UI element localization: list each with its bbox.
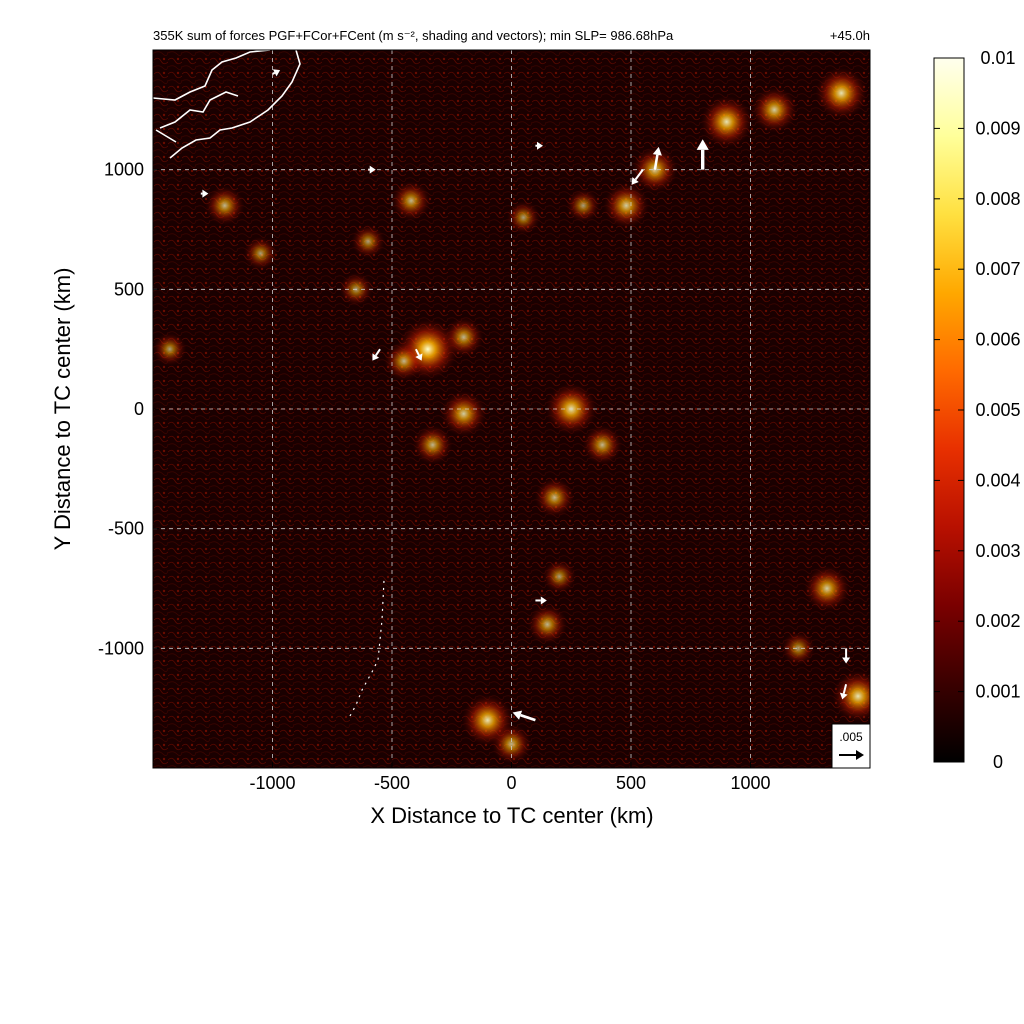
y-axis-ticks: -1000 -500 0 500 1000 — [98, 160, 159, 658]
heatmap-hotspot — [781, 631, 816, 666]
heatmap-hotspot — [491, 724, 532, 765]
heatmap-hotspot — [443, 317, 484, 358]
island-chain — [349, 579, 385, 717]
colorbar-tick-label: 0 — [993, 752, 1003, 772]
heatmap-hotspot — [542, 559, 577, 594]
force-vector-arrow — [200, 189, 209, 198]
force-vector-arrow — [372, 348, 381, 361]
time-label: +45.0h — [830, 28, 870, 43]
colorbar-tick-label: 0.01 — [980, 48, 1015, 68]
heatmap-hotspot — [803, 565, 850, 612]
x-tick-label: 0 — [506, 773, 516, 793]
y-axis-label: Y Distance to TC center (km) — [50, 268, 75, 551]
heatmap-hotspot — [440, 390, 487, 437]
y-tick-label: 0 — [134, 399, 144, 419]
coastline — [153, 50, 385, 717]
heatmap-hotspot — [582, 424, 623, 465]
x-tick-label: 500 — [616, 773, 646, 793]
heatmap-hotspots — [153, 67, 870, 765]
y-tick-label: 500 — [114, 279, 144, 299]
heatmap-hotspot — [383, 341, 424, 382]
force-vector-arrow — [631, 169, 644, 185]
y-tick-label: 1000 — [104, 160, 144, 180]
colorbar-tick-label: 0.003 — [975, 541, 1020, 561]
force-vector-arrow — [652, 146, 662, 170]
colorbar-tick-label: 0.001 — [975, 682, 1020, 702]
force-vector-arrow — [368, 165, 376, 174]
heatmap-hotspot — [391, 180, 432, 221]
force-vector-arrow — [272, 69, 281, 77]
x-tick-label: 1000 — [730, 773, 770, 793]
reference-vector-frame — [831, 723, 871, 769]
colorbar-tick-label: 0.009 — [975, 118, 1020, 138]
force-vector-arrow — [535, 596, 547, 605]
chart-title: 355K sum of forces PGF+FCor+FCent (m s⁻²… — [153, 28, 674, 43]
colorbar-tick-label: 0.002 — [975, 611, 1020, 631]
force-vector-arrow — [839, 683, 848, 700]
y-tick-label: -1000 — [98, 638, 144, 658]
force-vector-arrow — [512, 710, 536, 722]
y-tick-label: -500 — [108, 519, 144, 539]
x-tick-label: -1000 — [249, 773, 295, 793]
colorbar-ticks: 0 0.001 0.002 0.003 0.004 0.005 0.006 0.007 0.00… — [934, 48, 1021, 772]
colorbar-tick-label: 0.007 — [975, 259, 1020, 279]
heatmap-hotspot — [566, 188, 601, 223]
heatmap-hotspot — [700, 95, 753, 148]
reference-vector-box: .005 — [831, 723, 871, 769]
x-axis-label: X Distance to TC center (km) — [370, 803, 653, 828]
heatmap-hotspot — [815, 67, 868, 120]
reference-arrow-icon — [839, 750, 864, 760]
x-axis-ticks: -1000 -500 0 500 1000 — [249, 762, 771, 793]
x-tick-label: -500 — [374, 773, 410, 793]
coastline-path — [153, 50, 301, 159]
heatmap-hotspot — [506, 200, 541, 235]
heatmap-background — [153, 50, 870, 768]
heatmap-hotspot — [351, 224, 386, 259]
force-vector-arrow — [415, 348, 423, 361]
heatmap-hotspot — [534, 477, 575, 518]
reference-vector-label: .005 — [839, 730, 863, 744]
heatmap-hotspot — [153, 332, 187, 367]
colorbar-tick-label: 0.008 — [975, 189, 1020, 209]
heatmap-hotspot — [412, 424, 453, 465]
colorbar-tick-label: 0.004 — [975, 470, 1020, 490]
force-vector-arrow — [842, 648, 851, 664]
heatmap-hotspot — [527, 604, 568, 645]
force-vector-arrow — [696, 139, 709, 170]
colorbar-tick-label: 0.005 — [975, 400, 1020, 420]
plot-area — [152, 49, 871, 769]
heatmap-hotspot — [243, 236, 278, 271]
heatmap-hotspot — [204, 185, 245, 226]
colorbar-tick-label: 0.006 — [975, 330, 1020, 350]
force-vector-arrow — [535, 141, 543, 150]
heatmap-hotspot — [751, 86, 798, 133]
heatmap-hotspot — [603, 182, 650, 229]
heatmap-hotspot — [832, 670, 870, 723]
colorbar: 0 0.001 0.002 0.003 0.004 0.005 0.006 0.007 0.00… — [933, 48, 1021, 772]
